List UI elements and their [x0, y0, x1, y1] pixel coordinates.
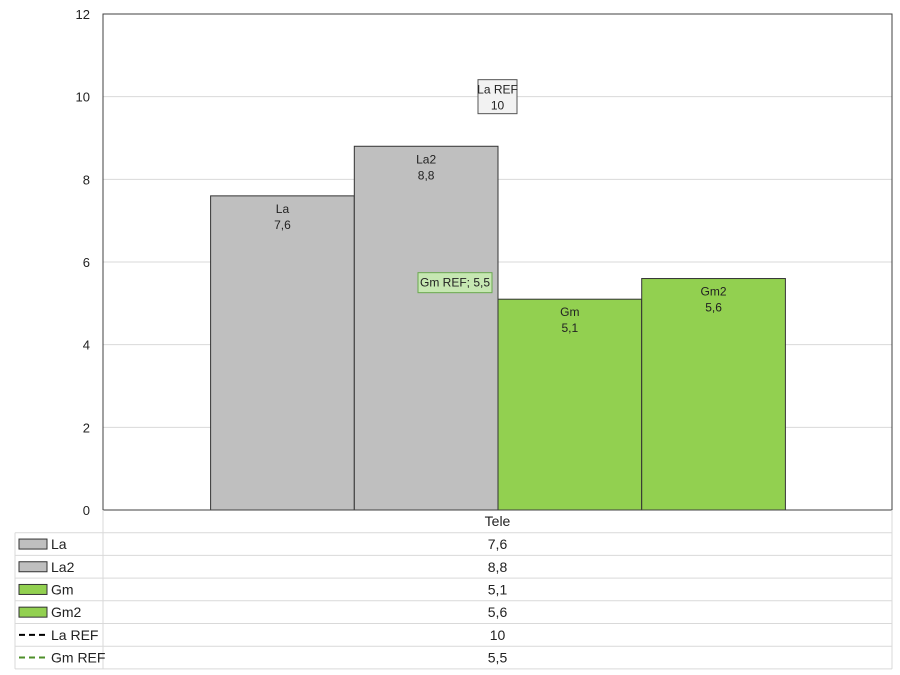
- la-ref-annotation-value: 10: [491, 99, 505, 113]
- table-row-label: La2: [51, 559, 75, 575]
- bar-label-value: 7,6: [274, 218, 291, 232]
- table-header-category: Tele: [485, 513, 511, 529]
- y-tick-label: 2: [83, 420, 90, 435]
- table-row-value: 5,6: [488, 604, 508, 620]
- y-tick-label: 12: [76, 7, 90, 22]
- data-table: Tele La 7,6 La2 8,8 Gm 5,1 Gm2 5,6 La REF 10 Gm REF…: [14, 510, 893, 670]
- table-row-label: La REF: [51, 627, 98, 643]
- table-row-value: 7,6: [488, 536, 508, 552]
- legend-key-gm: [18, 583, 48, 595]
- table-row-value: 10: [490, 627, 506, 643]
- bar-label-name: Gm: [560, 305, 579, 319]
- bar-label-value: 5,6: [705, 301, 722, 315]
- y-axis-ticks: 0 2 4 6 8 10 12: [76, 7, 90, 518]
- table-row-value: 5,1: [488, 581, 508, 597]
- la-ref-annotation-name: La REF: [477, 83, 518, 97]
- y-tick-label: 6: [83, 255, 90, 270]
- table-row-label: La: [51, 536, 67, 552]
- gm-ref-annotation-box: [417, 272, 493, 294]
- bar-label-name: La2: [416, 152, 436, 166]
- table-row-label: Gm: [51, 581, 74, 597]
- y-tick-label: 8: [83, 172, 90, 187]
- bars: [210, 145, 786, 511]
- bar-gm: [497, 298, 643, 511]
- table-row-value: 8,8: [488, 559, 508, 575]
- gm-ref-annotation-text: Gm REF; 5,5: [420, 276, 490, 290]
- bar-label-name: La: [276, 202, 290, 216]
- bar-la2: [353, 145, 499, 511]
- table-row-label: Gm REF: [51, 650, 105, 666]
- legend-key-la2: [18, 561, 48, 573]
- legend-key-la: [18, 538, 48, 550]
- la-ref-annotation-box: [477, 79, 518, 115]
- bar-la: [210, 195, 355, 511]
- y-tick-label: 10: [76, 90, 90, 105]
- bar-label-value: 5,1: [562, 321, 579, 335]
- table-row-value: 5,5: [488, 650, 508, 666]
- bar-label-value: 8,8: [418, 168, 435, 182]
- bar-label-name: Gm2: [701, 285, 727, 299]
- plot-area: [102, 13, 893, 511]
- legend-key-gm2: [18, 606, 48, 618]
- data-labels: La 7,6 La2 8,8 Gm 5,1 Gm2 5,6 La REF 10 Gm REF; 5,…: [274, 79, 727, 335]
- bar-gm2: [641, 278, 786, 511]
- y-tick-label: 4: [83, 338, 90, 353]
- plot-border: [102, 13, 893, 511]
- table-row-label: Gm2: [51, 604, 82, 620]
- y-tick-label: 0: [83, 503, 90, 518]
